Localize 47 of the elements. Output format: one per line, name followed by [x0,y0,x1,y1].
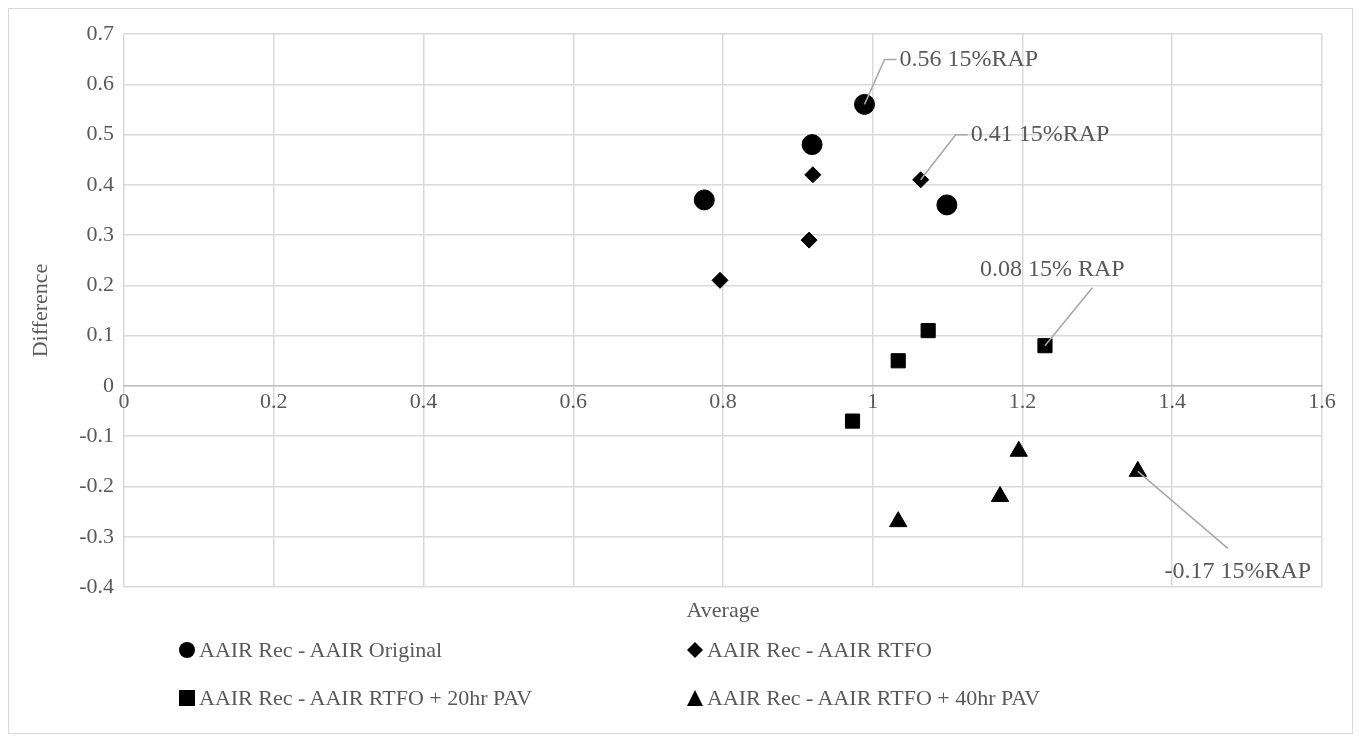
x-tick-label: 1 [867,387,879,413]
y-tick-label: 0.2 [86,271,114,297]
x-tick-label: 0.4 [409,387,438,413]
y-tick-label: -0.3 [79,522,114,548]
x-tick-label: 1.6 [1308,387,1336,413]
point [711,271,729,289]
point [889,511,908,528]
point [912,171,930,189]
legend-label: AAIR Rec - AAIR Original [199,637,443,663]
point [854,93,876,115]
annotation: 0.08 15% RAP [979,254,1125,281]
legend-label: AAIR Rec - AAIR RTFO [707,637,932,663]
point [1009,440,1028,457]
point [1037,338,1053,354]
x-tick-label: 0.8 [709,387,737,413]
point [1128,460,1147,477]
point [800,231,818,249]
annotation: 0.41 15%RAP [970,120,1110,147]
y-tick-label: -0.2 [79,472,114,498]
point [990,486,1010,503]
point [890,353,906,369]
x-tick-label: 1.2 [1008,387,1037,413]
x-tick-label: 0.6 [559,387,587,413]
legend-label: AAIR Rec - AAIR RTFO + 20hr PAV [199,685,533,711]
y-tick-label: 0.3 [86,220,114,246]
y-tick-label: 0.4 [86,170,114,196]
annotation: -0.17 15%RAP [1164,556,1312,583]
point [804,166,822,184]
y-tick-label: 0.1 [86,321,114,347]
y-tick-label: 0.7 [86,19,114,45]
y-tick-label: -0.4 [79,572,114,598]
legend-label: AAIR Rec - AAIR RTFO + 40hr PAV [707,685,1041,711]
x-tick-label: 0.2 [260,387,288,413]
y-tick-label: 0.6 [86,70,114,96]
annotation: 0.56 15%RAP [899,44,1039,71]
x-tick-label: 0 [118,387,130,413]
point [920,323,936,339]
y-tick-label: 0 [103,371,114,397]
y-tick-label: 0.5 [86,120,114,146]
y-tick-label: -0.1 [79,421,114,447]
point [693,189,715,211]
point [801,134,823,156]
x-tick-label: 1.4 [1158,387,1186,413]
x-axis-title: Average [686,596,760,622]
y-axis-title: Difference [26,263,52,358]
point [936,194,958,216]
point [844,413,861,429]
